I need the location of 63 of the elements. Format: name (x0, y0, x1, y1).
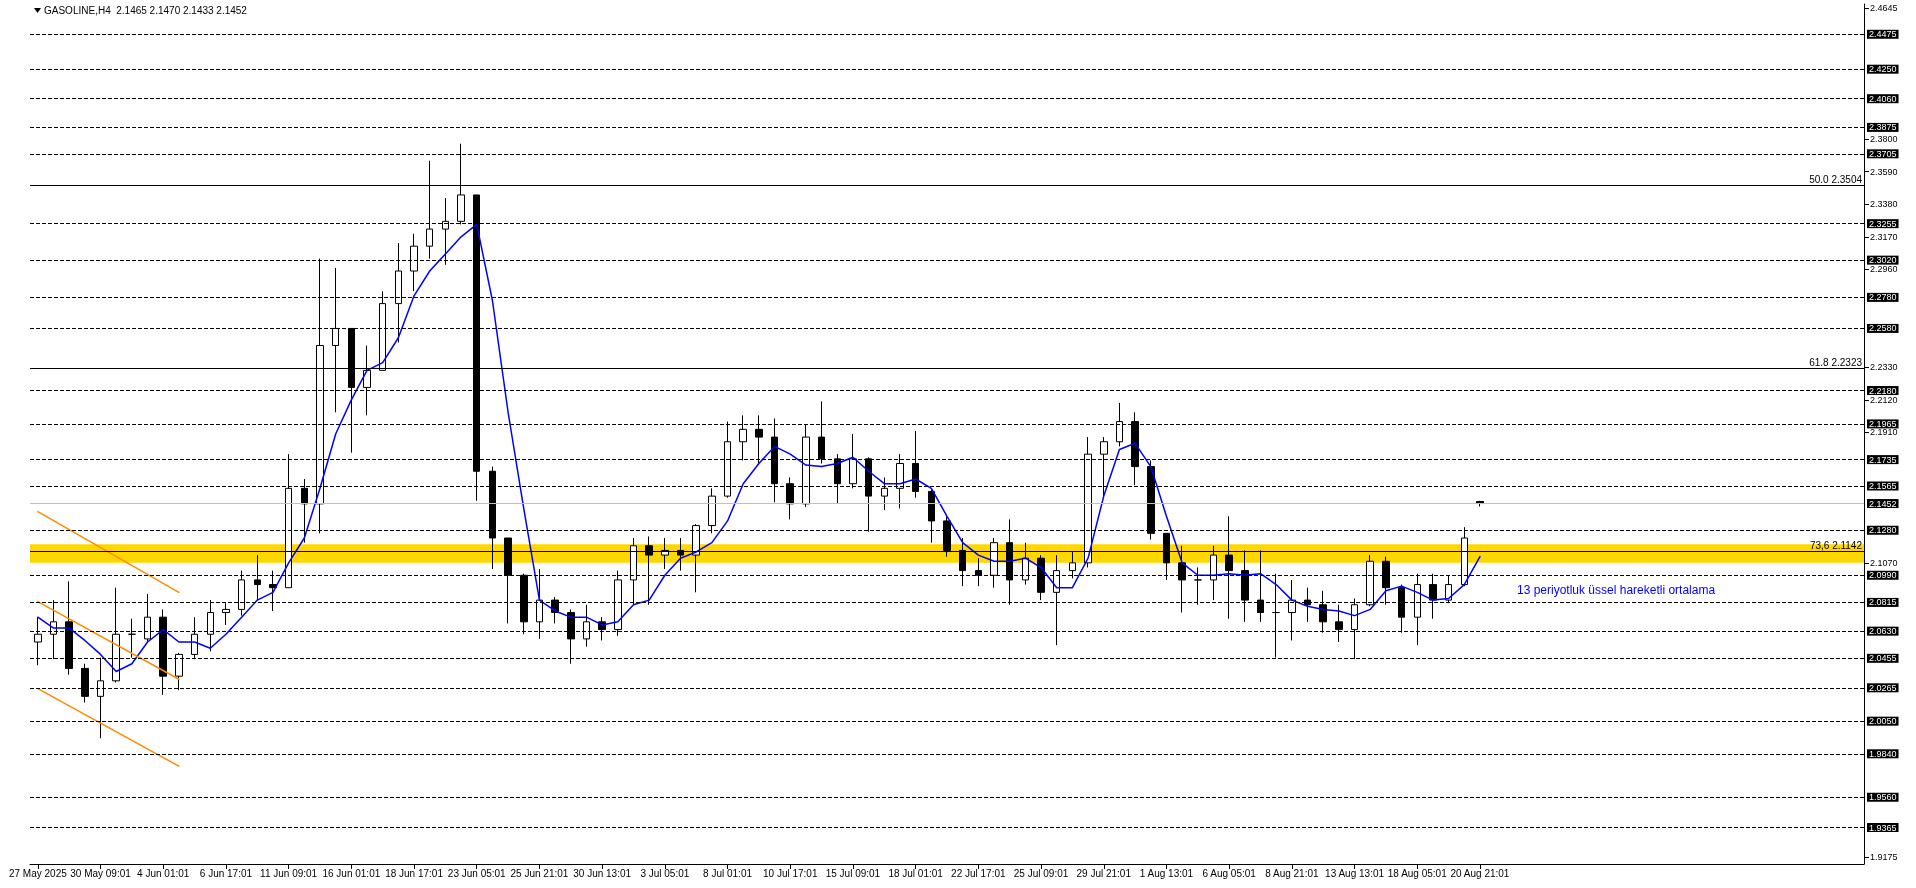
ref-line-label: 2.3705 (1869, 148, 1897, 159)
x-tick-label: 30 May 09:01 (70, 867, 132, 879)
x-tick-label: 4 Jun 01:01 (137, 867, 190, 879)
x-tick-label: 18 Jun 17:01 (385, 867, 444, 879)
ref-line-label: 2.4250 (1869, 64, 1897, 75)
x-tick-label: 23 Jun 05:01 (447, 867, 507, 879)
ref-line-label: 2.2580 (1869, 323, 1897, 334)
x-tick-label: 3 Jul 05:01 (640, 867, 690, 879)
ref-line-label: 2.1565 (1869, 481, 1897, 491)
ref-line-label: 2.0455 (1869, 653, 1897, 664)
x-tick-label: 22 Jul 17:01 (951, 867, 1007, 879)
ref-line-label: 2.4060 (1869, 93, 1897, 104)
ref-line-label: 2.1965 (1869, 418, 1897, 429)
ref-line-label: 2.3020 (1869, 255, 1897, 266)
ref-line-label: 2.1735 (1869, 454, 1897, 465)
ref-line-label: 2.0630 (1869, 626, 1897, 637)
ref-line-label: 1.9560 (1869, 792, 1897, 803)
ref-line-label: 2.0990 (1869, 570, 1897, 581)
ref-line-label: 2.0050 (1869, 716, 1897, 727)
x-tick-label: 6 Jun 17:01 (199, 867, 253, 879)
x-tick-label: 30 Jun 13:01 (573, 867, 632, 879)
annotation: 61.8 2.2323 (1809, 356, 1863, 368)
x-tick-label: 6 Aug 05:01 (1202, 867, 1257, 879)
ref-line-label: 2.3255 (1869, 218, 1897, 229)
x-tick-label: 27 May 2025 (8, 867, 68, 879)
x-tick-label: 8 Jul 01:01 (703, 867, 753, 879)
annotation: 13 periyotluk üssel hareketli ortalama (1517, 583, 1716, 597)
x-tick-label: 13 Aug 13:01 (1325, 867, 1385, 879)
ref-line-label: 2.1280 (1869, 525, 1897, 536)
y-tick-label: 2.3170 (1870, 231, 1898, 242)
ref-line-label: 2.3875 (1869, 122, 1897, 133)
ref-line-label: 2.0815 (1869, 597, 1897, 608)
y-tick-label: 2.2330 (1870, 362, 1898, 373)
x-tick-label: 11 Jun 09:01 (260, 867, 318, 879)
x-tick-label: 1 Aug 13:01 (1139, 867, 1194, 879)
y-tick-label: 2.1910 (1870, 427, 1898, 438)
chart-title: GASOLINE,H4 2.1465 2.1470 2.1433 2.1452 (44, 4, 248, 16)
y-tick-label: 2.3590 (1870, 166, 1898, 177)
y-tick-label: 1.9175 (1870, 852, 1898, 863)
x-tick-label: 25 Jun 21:01 (510, 867, 569, 879)
ref-line-label: 2.2780 (1869, 292, 1897, 303)
y-tick-label: 2.4645 (1870, 2, 1898, 13)
x-tick-label: 29 Jul 21:01 (1076, 867, 1132, 879)
ref-line-label: 2.4475 (1869, 29, 1897, 40)
x-tick-label: 15 Jul 09:01 (825, 867, 881, 879)
x-tick-label: 20 Aug 21:01 (1450, 867, 1510, 879)
ref-line-label: 2.2180 (1869, 385, 1897, 396)
ref-line-label: 1.9840 (1869, 748, 1897, 759)
x-tick-label: 10 Jul 17:01 (763, 867, 818, 879)
y-tick-label: 2.1070 (1870, 557, 1898, 568)
x-tick-label: 18 Jul 01:01 (888, 867, 944, 879)
ref-line-label: 1.9365 (1869, 822, 1897, 833)
x-tick-label: 18 Aug 05:01 (1387, 867, 1448, 879)
x-tick-label: 16 Jun 01:01 (322, 867, 381, 879)
y-tick-label: 2.2960 (1870, 264, 1898, 275)
y-tick-label: 2.3380 (1870, 199, 1898, 210)
y-tick-label: 2.3800 (1870, 134, 1898, 145)
annotation: 50.0 2.3504 (1809, 173, 1863, 185)
y-tick-label: 2.2120 (1870, 394, 1898, 405)
x-tick-label: 8 Aug 21:01 (1265, 867, 1319, 879)
ref-line-label: 2.0265 (1869, 682, 1897, 693)
x-tick-label: 25 Jul 09:01 (1013, 867, 1069, 879)
ref-line-label: 2.1452 (1869, 498, 1897, 509)
